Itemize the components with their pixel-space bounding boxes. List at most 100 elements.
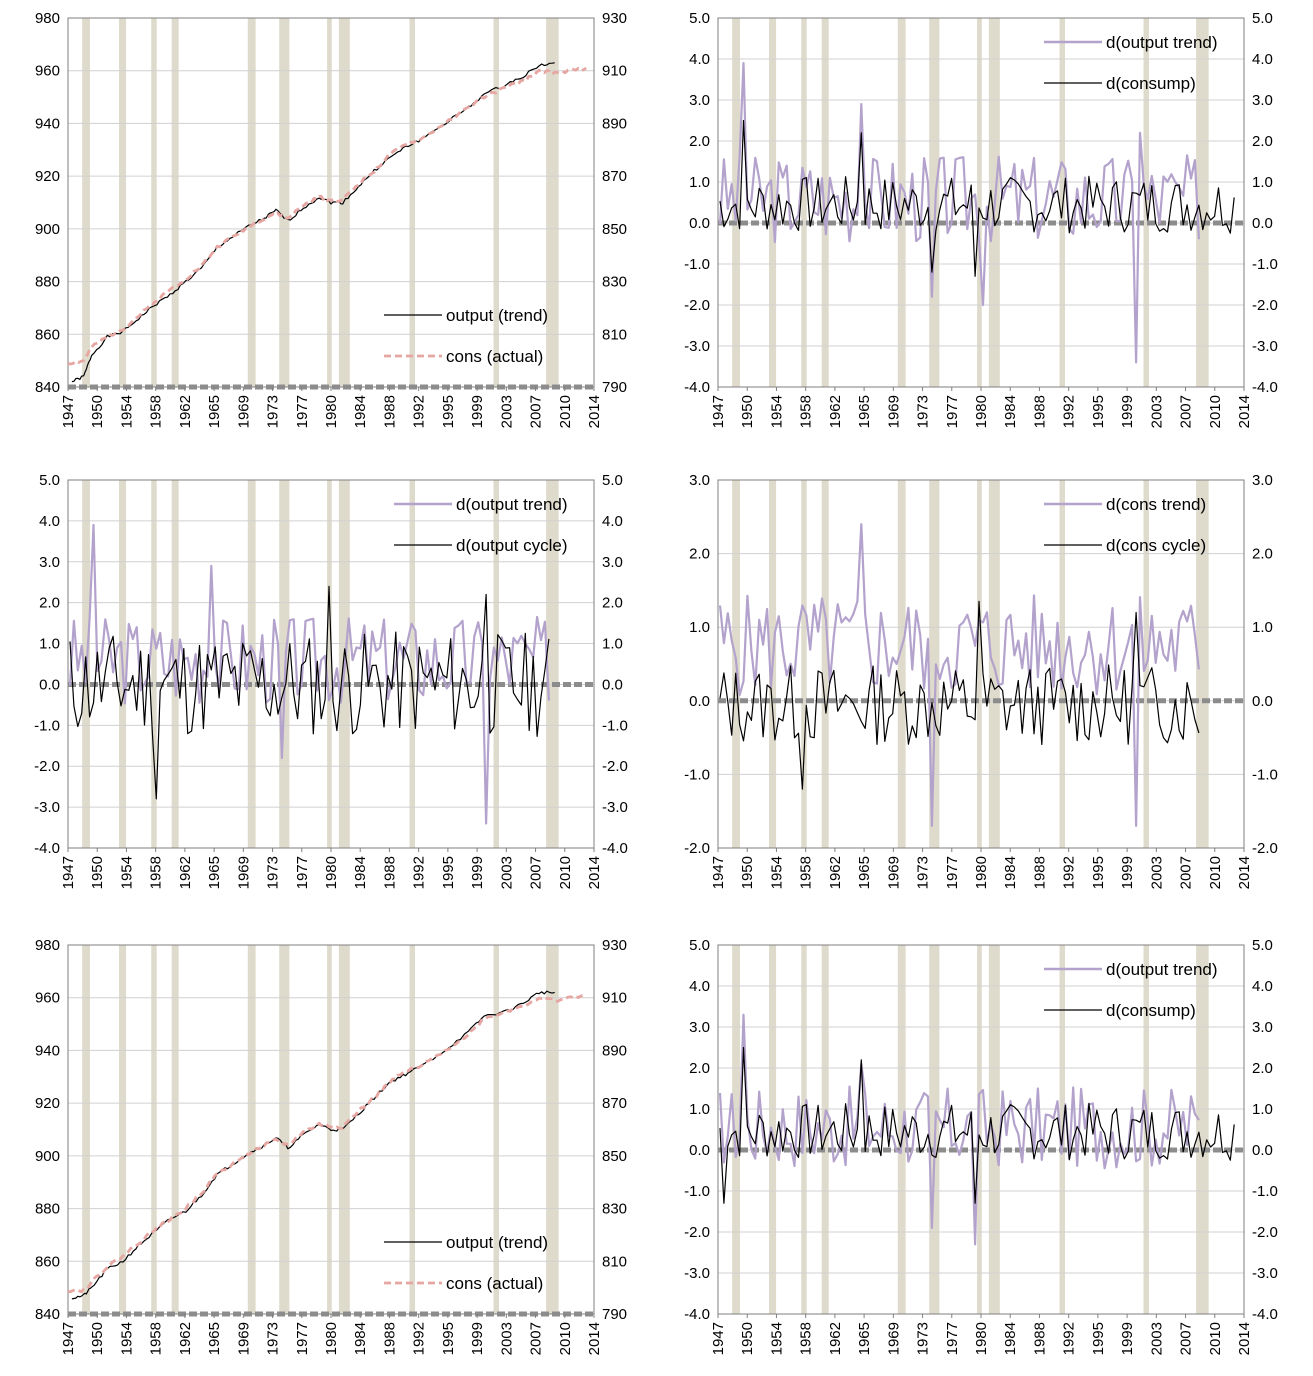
x-tick-label: 1988 bbox=[1031, 1322, 1048, 1355]
x-tick-label: 2007 bbox=[1178, 395, 1195, 428]
x-tick-label: 1954 bbox=[768, 856, 785, 889]
recession-band bbox=[493, 18, 500, 387]
y-tick-label: 880 bbox=[35, 274, 60, 291]
y-tick-label: 4.0 bbox=[689, 978, 710, 995]
recession-band bbox=[988, 480, 1000, 848]
x-tick-label: 1973 bbox=[915, 856, 932, 889]
recession-band bbox=[171, 480, 179, 848]
y2-tick-label: -2.0 bbox=[1252, 840, 1278, 857]
x-tick-label: 2014 bbox=[1236, 1322, 1253, 1355]
y2-tick-label: 5.0 bbox=[602, 472, 623, 489]
x-tick-label: 1947 bbox=[710, 856, 727, 889]
recession-band bbox=[821, 945, 829, 1314]
recession-band bbox=[119, 945, 127, 1314]
legend-label: d(output cycle) bbox=[456, 536, 568, 555]
recession-band bbox=[247, 480, 256, 848]
series-line-2 bbox=[719, 119, 1235, 277]
recession-band bbox=[279, 480, 290, 848]
x-tick-label: 1980 bbox=[323, 856, 340, 889]
legend-label: d(output trend) bbox=[456, 495, 568, 514]
x-tick-label: 1984 bbox=[352, 856, 369, 889]
legend-label: output (trend) bbox=[446, 306, 548, 325]
recession-band bbox=[1059, 18, 1066, 387]
x-tick-label: 1988 bbox=[381, 395, 398, 428]
legend-label: cons (actual) bbox=[446, 1274, 543, 1293]
y2-tick-label: 2.0 bbox=[1252, 133, 1273, 150]
y-tick-label: 3.0 bbox=[39, 554, 60, 571]
x-tick-label: 1947 bbox=[60, 395, 77, 428]
x-tick-label: 1965 bbox=[206, 395, 223, 428]
y2-tick-label: 5.0 bbox=[1252, 10, 1273, 27]
x-tick-label: 2003 bbox=[498, 1322, 515, 1355]
x-tick-label: 1992 bbox=[1061, 395, 1078, 428]
x-tick-label: 2014 bbox=[1236, 856, 1253, 889]
y2-tick-label: -3.0 bbox=[1252, 1265, 1278, 1282]
y-tick-label: 940 bbox=[35, 115, 60, 132]
series-line-1 bbox=[718, 1013, 1200, 1246]
x-tick-label: 1973 bbox=[915, 395, 932, 428]
y-tick-label: 3.0 bbox=[689, 92, 710, 109]
recession-band bbox=[988, 945, 1000, 1314]
x-tick-label: 1965 bbox=[206, 856, 223, 889]
y-tick-label: 1.0 bbox=[689, 174, 710, 191]
x-tick-label: 1973 bbox=[265, 1322, 282, 1355]
y2-tick-label: 890 bbox=[602, 115, 627, 132]
x-tick-label: 1962 bbox=[827, 856, 844, 889]
y2-tick-label: 3.0 bbox=[1252, 472, 1273, 489]
recession-band bbox=[897, 480, 906, 848]
x-tick-label: 1950 bbox=[89, 856, 106, 889]
x-tick-label: 2003 bbox=[498, 856, 515, 889]
y-tick-label: 2.0 bbox=[689, 133, 710, 150]
x-tick-label: 1984 bbox=[1002, 1322, 1019, 1355]
y-tick-label: -2.0 bbox=[684, 297, 710, 314]
y-tick-label: 2.0 bbox=[689, 546, 710, 563]
x-tick-label: 1977 bbox=[294, 856, 311, 889]
series-line-2 bbox=[67, 66, 587, 366]
x-tick-label: 1962 bbox=[177, 856, 194, 889]
y2-tick-label: -4.0 bbox=[1252, 379, 1278, 396]
x-tick-label: 1958 bbox=[148, 856, 165, 889]
x-tick-label: 1988 bbox=[1031, 856, 1048, 889]
y-tick-label: 2.0 bbox=[39, 595, 60, 612]
y-tick-label: -1.0 bbox=[684, 1183, 710, 1200]
y2-tick-label: 4.0 bbox=[602, 513, 623, 530]
y2-tick-label: 930 bbox=[602, 10, 627, 27]
y-tick-label: -4.0 bbox=[34, 840, 60, 857]
y-tick-label: 940 bbox=[35, 1042, 60, 1059]
legend-label: cons (actual) bbox=[446, 347, 543, 366]
y-tick-label: 4.0 bbox=[689, 51, 710, 68]
y2-tick-label: -1.0 bbox=[1252, 256, 1278, 273]
x-tick-label: 2014 bbox=[1236, 395, 1253, 428]
x-tick-label: 1962 bbox=[827, 395, 844, 428]
y-tick-label: 2.0 bbox=[689, 1060, 710, 1077]
y-tick-label: 920 bbox=[35, 168, 60, 185]
x-tick-label: 1992 bbox=[411, 395, 428, 428]
y-tick-label: 980 bbox=[35, 10, 60, 27]
y2-tick-label: 930 bbox=[602, 937, 627, 954]
x-tick-label: 1992 bbox=[411, 856, 428, 889]
x-tick-label: 2010 bbox=[1207, 1322, 1224, 1355]
recession-band bbox=[801, 480, 807, 848]
x-tick-label: 1995 bbox=[440, 395, 457, 428]
x-tick-label: 1999 bbox=[1119, 856, 1136, 889]
y-tick-label: -1.0 bbox=[684, 256, 710, 273]
x-tick-label: 1984 bbox=[352, 395, 369, 428]
series-line-1 bbox=[71, 62, 555, 383]
x-tick-label: 1984 bbox=[1002, 856, 1019, 889]
x-tick-label: 1995 bbox=[440, 1322, 457, 1355]
x-tick-label: 1958 bbox=[798, 395, 815, 428]
y2-tick-label: -2.0 bbox=[1252, 297, 1278, 314]
y-tick-label: 3.0 bbox=[689, 472, 710, 489]
recession-band bbox=[769, 945, 777, 1314]
y2-tick-label: 1.0 bbox=[1252, 1101, 1273, 1118]
recession-band bbox=[1059, 945, 1066, 1314]
y2-tick-label: 4.0 bbox=[1252, 51, 1273, 68]
chart-panel-3: -4.0 -3.0 -2.0 -1.0 0.0 1.0 2.0 3.0 4.0 5.0 -4.0 -3… bbox=[34, 472, 628, 889]
x-tick-label: 2010 bbox=[557, 856, 574, 889]
y-tick-label: 880 bbox=[35, 1201, 60, 1218]
recession-band bbox=[409, 480, 416, 848]
recession-band bbox=[119, 18, 127, 387]
x-tick-label: 1980 bbox=[973, 856, 990, 889]
recession-band bbox=[546, 18, 559, 387]
x-tick-label: 1992 bbox=[411, 1322, 428, 1355]
